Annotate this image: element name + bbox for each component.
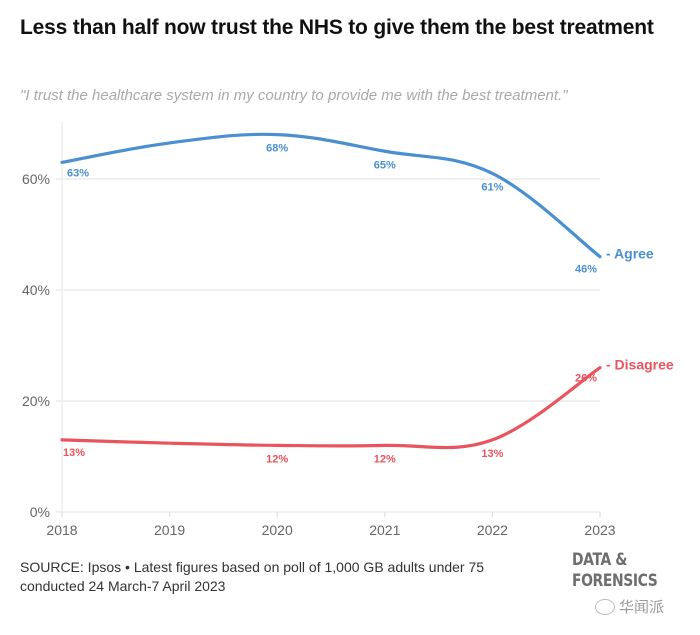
series-line-agree <box>60 132 602 259</box>
data-label: 12% <box>374 453 396 465</box>
series-label-disagree: - Disagree <box>606 357 674 373</box>
watermark: 华闻派 <box>595 596 664 617</box>
y-tick-label: 0% <box>30 504 50 520</box>
series-line-disagree <box>60 366 602 450</box>
logo-line-2: FORENSICS <box>572 571 658 591</box>
x-tick-label: 2018 <box>46 522 77 538</box>
data-label: 63% <box>67 167 89 179</box>
data-label: 13% <box>481 448 503 460</box>
data-label: 46% <box>575 264 597 276</box>
y-tick-label: 40% <box>22 282 50 298</box>
x-tick-label: 2020 <box>262 522 293 538</box>
data-forensics-logo: DATA & FORENSICS <box>572 550 658 592</box>
chart-title: Less than half now trust the NHS to give… <box>20 16 654 39</box>
data-label: 61% <box>481 181 503 193</box>
x-tick-label: 2022 <box>477 522 508 538</box>
data-label: 13% <box>63 447 85 459</box>
series-lines <box>60 132 602 450</box>
source-note: SOURCE: Ipsos • Latest figures based on … <box>20 559 485 594</box>
data-label: 26% <box>575 373 597 385</box>
data-label: 12% <box>266 453 288 465</box>
gridlines <box>56 178 600 513</box>
chart-subtitle: "I trust the healthcare system in my cou… <box>20 87 568 104</box>
watermark-text: 华闻派 <box>619 599 665 616</box>
x-tick-label: 2023 <box>584 522 615 538</box>
wechat-icon <box>595 598 615 615</box>
x-tick-label: 2019 <box>154 522 185 538</box>
axes: 0% 20% 40% 60% 2018 2019 2020 2021 2022 2023 <box>22 121 616 538</box>
line-chart: 0%20%40%60%2018 2019 2020 2021 2022 2023 63%6… <box>22 121 674 538</box>
y-tick-label: 20% <box>22 393 50 409</box>
logo-line-1: DATA & <box>572 550 628 570</box>
y-tick-label: 60% <box>22 171 50 187</box>
data-label: 68% <box>266 143 288 155</box>
data-labels: 63% 68% 65% 61% 46% - Agree 13% 12% 12% 13% 26% - D… <box>63 143 674 466</box>
series-label-agree: - Agree <box>606 246 654 262</box>
data-label: 65% <box>374 159 396 171</box>
x-tick-label: 2021 <box>369 522 400 538</box>
